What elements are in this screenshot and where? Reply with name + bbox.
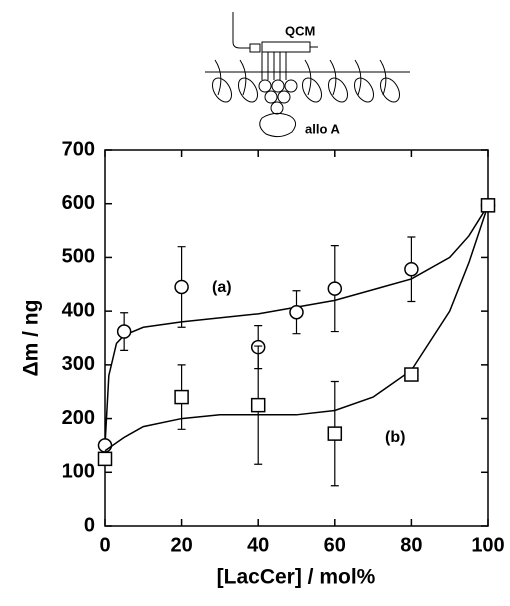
y-axis-label: Δm / ng [20, 300, 43, 377]
y-tick-label: 700 [62, 138, 95, 160]
point [116, 324, 132, 339]
plot-frame [104, 149, 489, 527]
x-tick-label: 60 [324, 534, 346, 556]
point [327, 426, 343, 441]
point [404, 367, 419, 382]
point [480, 198, 496, 213]
x-tick-label: 0 [99, 534, 110, 556]
point [174, 279, 189, 295]
fit-curve [104, 204, 489, 446]
x-tick-label: 100 [471, 534, 504, 556]
x-tick-label: 80 [400, 534, 422, 556]
point [327, 281, 343, 296]
fit-curve [104, 205, 489, 452]
annotation: (b) [385, 429, 405, 446]
y-tick-label: 100 [62, 461, 95, 483]
schematic [205, 12, 410, 138]
point [97, 451, 113, 467]
y-tick-label: 400 [62, 299, 95, 321]
point [404, 261, 419, 277]
annotation: allo A [305, 121, 341, 136]
y-tick-label: 200 [62, 407, 95, 429]
x-tick-label: 20 [170, 534, 192, 556]
annotation: QCM [285, 23, 315, 38]
x-tick-label: 40 [247, 534, 269, 556]
y-tick-label: 600 [62, 192, 95, 214]
y-tick-label: 500 [62, 246, 95, 268]
y-tick-label: 300 [62, 353, 95, 375]
point [289, 304, 304, 320]
annotation: (a) [212, 279, 232, 296]
y-tick-label: 0 [84, 514, 95, 536]
x-axis-label: [LacCer] / mol% [217, 566, 376, 589]
point [174, 389, 189, 405]
point [250, 397, 266, 413]
